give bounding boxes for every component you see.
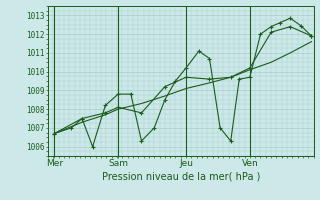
X-axis label: Pression niveau de la mer( hPa ): Pression niveau de la mer( hPa ) (102, 171, 260, 181)
